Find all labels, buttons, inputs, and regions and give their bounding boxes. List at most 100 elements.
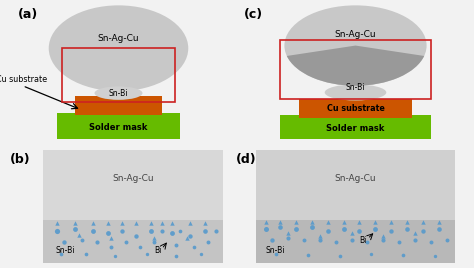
Point bbox=[53, 221, 61, 225]
Point bbox=[300, 238, 308, 242]
Point bbox=[57, 251, 64, 256]
Point bbox=[172, 254, 180, 258]
Point bbox=[419, 220, 427, 224]
Point bbox=[133, 233, 140, 238]
Point bbox=[340, 227, 347, 231]
Point bbox=[356, 220, 363, 224]
FancyBboxPatch shape bbox=[256, 220, 455, 263]
Point bbox=[197, 251, 205, 256]
Point bbox=[292, 220, 300, 224]
Point bbox=[340, 220, 347, 224]
Point bbox=[107, 245, 115, 249]
Point bbox=[104, 221, 111, 225]
Point bbox=[324, 229, 331, 233]
Point bbox=[431, 254, 439, 258]
Point bbox=[400, 253, 407, 257]
Point bbox=[169, 231, 176, 236]
Point bbox=[284, 231, 292, 236]
Point bbox=[284, 236, 292, 240]
FancyBboxPatch shape bbox=[280, 115, 431, 139]
Point bbox=[75, 232, 82, 237]
Point bbox=[89, 229, 97, 233]
Point bbox=[388, 229, 395, 233]
Point bbox=[89, 221, 97, 225]
Point bbox=[104, 231, 111, 236]
Point bbox=[187, 221, 194, 225]
Point bbox=[183, 236, 191, 240]
Circle shape bbox=[284, 5, 427, 86]
Point bbox=[435, 227, 443, 231]
FancyBboxPatch shape bbox=[299, 99, 412, 118]
Wedge shape bbox=[287, 46, 424, 86]
Text: Solder mask: Solder mask bbox=[326, 124, 385, 133]
Point bbox=[395, 240, 403, 244]
Text: Sn-Bi: Sn-Bi bbox=[346, 83, 365, 92]
Point bbox=[276, 225, 283, 229]
Ellipse shape bbox=[94, 87, 143, 100]
Text: Sn-Ag-Cu: Sn-Ag-Cu bbox=[335, 30, 376, 39]
FancyBboxPatch shape bbox=[57, 113, 180, 139]
Point bbox=[143, 251, 151, 256]
Point bbox=[82, 251, 90, 256]
Point bbox=[316, 238, 323, 242]
Point bbox=[268, 238, 276, 242]
FancyBboxPatch shape bbox=[43, 220, 223, 263]
Point bbox=[428, 240, 435, 244]
Point bbox=[380, 238, 387, 242]
Point bbox=[201, 221, 209, 225]
Point bbox=[372, 220, 379, 224]
Point bbox=[133, 221, 140, 225]
Text: Sn-Ag-Cu: Sn-Ag-Cu bbox=[112, 174, 154, 183]
Text: (c): (c) bbox=[244, 8, 263, 21]
Point bbox=[172, 243, 180, 247]
Point bbox=[190, 245, 198, 249]
Point bbox=[435, 220, 443, 224]
Text: Cu substrate: Cu substrate bbox=[327, 104, 384, 113]
Point bbox=[411, 238, 419, 242]
Point bbox=[118, 229, 126, 233]
Point bbox=[187, 233, 194, 238]
Point bbox=[403, 227, 411, 231]
Point bbox=[53, 229, 61, 233]
Circle shape bbox=[49, 5, 188, 91]
Point bbox=[176, 229, 183, 233]
FancyBboxPatch shape bbox=[75, 96, 162, 115]
FancyBboxPatch shape bbox=[43, 150, 223, 220]
Point bbox=[262, 220, 270, 224]
Point bbox=[411, 231, 419, 236]
Point bbox=[316, 233, 323, 238]
Point bbox=[122, 240, 129, 244]
Point bbox=[443, 238, 451, 242]
Point bbox=[151, 236, 158, 240]
Text: Sn-Bi: Sn-Bi bbox=[109, 89, 128, 98]
Point bbox=[348, 231, 356, 236]
Ellipse shape bbox=[325, 84, 386, 100]
Point bbox=[348, 238, 356, 242]
Text: Sn-Ag-Cu: Sn-Ag-Cu bbox=[335, 174, 376, 183]
Point bbox=[61, 240, 68, 244]
Point bbox=[205, 240, 212, 244]
Point bbox=[201, 229, 209, 233]
FancyBboxPatch shape bbox=[256, 150, 455, 263]
Text: Sn-Bi: Sn-Bi bbox=[55, 246, 75, 255]
Point bbox=[380, 233, 387, 238]
Point bbox=[147, 229, 155, 233]
Point bbox=[93, 240, 100, 244]
Text: (b): (b) bbox=[10, 154, 31, 166]
Point bbox=[388, 220, 395, 224]
FancyBboxPatch shape bbox=[256, 150, 455, 220]
Point bbox=[403, 220, 411, 224]
Point bbox=[111, 254, 118, 258]
Point bbox=[324, 220, 331, 224]
Point bbox=[272, 251, 280, 256]
Point bbox=[308, 220, 316, 224]
Point bbox=[158, 229, 165, 233]
Point bbox=[419, 229, 427, 233]
Text: Cu substrate: Cu substrate bbox=[0, 75, 47, 84]
Point bbox=[368, 251, 375, 256]
Point bbox=[336, 254, 343, 258]
Point bbox=[136, 245, 144, 249]
Point bbox=[212, 229, 219, 233]
Point bbox=[364, 240, 371, 244]
Text: Sn-Bi: Sn-Bi bbox=[266, 246, 285, 255]
